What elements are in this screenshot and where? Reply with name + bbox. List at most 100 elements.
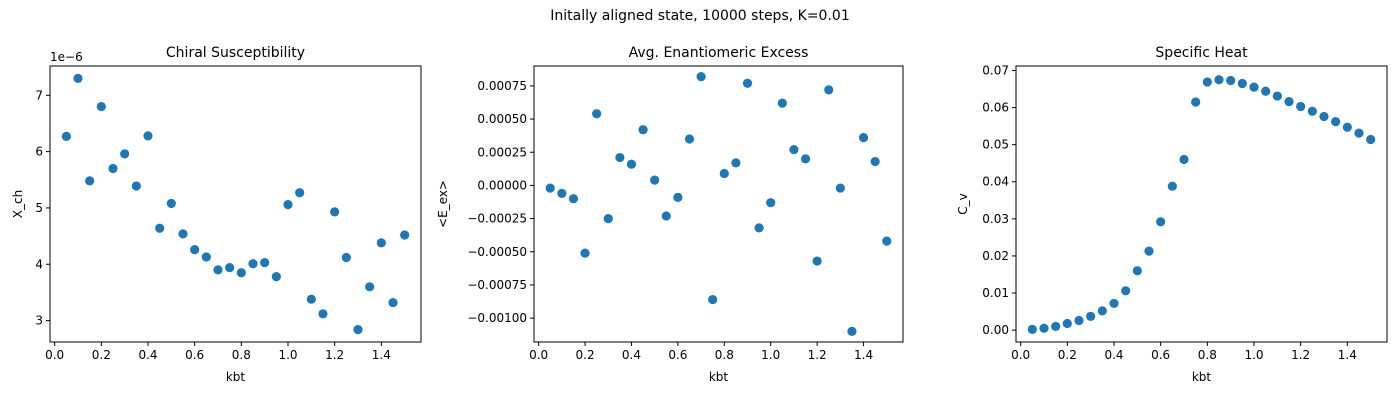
specific-heat-y-axis-label: C_v [956, 193, 970, 214]
enantiomeric-excess-data-point [545, 183, 555, 193]
specific-heat-data-point [1226, 75, 1236, 86]
enantiomeric-excess-x-tick-label: 0.4 [622, 348, 641, 362]
enantiomeric-excess-x-tick-label: 1.2 [808, 348, 827, 362]
enantiomeric-excess-data-point [696, 72, 706, 82]
chiral-susceptibility-title: Chiral Susceptibility [166, 45, 305, 61]
chiral-susceptibility-data-point [73, 73, 83, 83]
enantiomeric-excess-data-point [777, 98, 787, 108]
specific-heat-data-point [1086, 311, 1096, 322]
chiral-susceptibility-data-point [248, 259, 258, 269]
specific-heat-y-tick-label: 0.04 [982, 175, 1009, 189]
enantiomeric-excess-y-tick-label: 0.00075 [477, 79, 527, 93]
chiral-susceptibility-data-point [143, 131, 153, 141]
enantiomeric-excess-data-point [812, 256, 822, 266]
specific-heat-x-tick-label: 0.2 [1058, 348, 1077, 362]
specific-heat-data-point [1167, 181, 1177, 191]
chiral-susceptibility-data-point [190, 245, 200, 255]
enantiomeric-excess-y-tick-label: 0.00025 [477, 145, 527, 159]
chiral-susceptibility-y-axis-label: X_ch [11, 190, 25, 218]
chiral-susceptibility-data-point [155, 223, 165, 233]
chiral-susceptibility-data-point [131, 181, 141, 191]
specific-heat-data-point [1039, 323, 1049, 333]
enantiomeric-excess-x-tick-label: 0.8 [715, 348, 734, 362]
specific-heat-data-point [1272, 91, 1282, 101]
specific-heat-data-point [1051, 321, 1061, 332]
chiral-susceptibility-data-point [376, 238, 386, 248]
chiral-susceptibility-x-axis-label: kbt [226, 370, 246, 384]
enantiomeric-excess-data-point [684, 134, 695, 144]
enantiomeric-excess-data-point [870, 156, 880, 167]
chiral-susceptibility-offset-label: 1e−6 [50, 50, 83, 64]
chiral-susceptibility-data-point [236, 268, 246, 278]
specific-heat-y-tick-label: 0.07 [982, 63, 1009, 77]
enantiomeric-excess-data-point [592, 109, 602, 119]
specific-heat-y-tick-label: 0.01 [982, 286, 1009, 300]
enantiomeric-excess-y-tick-label: −0.00100 [467, 311, 527, 325]
enantiomeric-excess-data-point [673, 192, 683, 202]
chiral-susceptibility-data-point [85, 176, 95, 186]
chiral-susceptibility-y-tick-label: 3 [35, 314, 43, 328]
specific-heat-data-point [1062, 318, 1072, 329]
specific-heat-y-tick-label: 0.02 [982, 249, 1009, 263]
specific-heat-data-point [1202, 77, 1212, 87]
specific-heat-panel: Specific Heat 0.0 0.2 0.4 0.6 0.8 1.0 1.2 1.4 0.0… [956, 45, 1388, 384]
chiral-susceptibility-data-point [108, 163, 118, 174]
specific-heat-data-point [1156, 217, 1166, 227]
specific-heat-data-point [1027, 324, 1037, 334]
enantiomeric-excess-data-point [731, 158, 741, 168]
specific-heat-x-tick-label: 1.2 [1291, 348, 1310, 362]
chiral-susceptibility-y-tick-label: 6 [35, 145, 43, 159]
chiral-susceptibility-data-point [318, 309, 328, 319]
chiral-susceptibility-data-point [120, 149, 130, 159]
chiral-susceptibility-data-point [400, 230, 410, 240]
chiral-susceptibility-data-point [365, 282, 375, 292]
chiral-susceptibility-data-point [341, 252, 351, 263]
enantiomeric-excess-data-point [789, 144, 799, 155]
enantiomeric-excess-data-point [615, 152, 625, 163]
specific-heat-x-tick-label: 1.0 [1244, 348, 1263, 362]
enantiomeric-excess-panel: Avg. Enantiomeric Excess 0.0 0.2 0.4 0.6 0.8 1… [436, 45, 904, 384]
enantiomeric-excess-y-tick-label: 0.00000 [477, 178, 527, 192]
enantiomeric-excess-title: Avg. Enantiomeric Excess [629, 45, 809, 61]
specific-heat-data-point [1237, 78, 1247, 89]
enantiomeric-excess-x-axis-label: kbt [709, 370, 729, 384]
chiral-susceptibility-panel: Chiral Susceptibility 0.0 0.2 0.4 0.6 0.8 1.0 1… [11, 45, 422, 384]
chiral-susceptibility-data-point [306, 294, 316, 304]
specific-heat-axes-frame [1015, 65, 1388, 343]
enantiomeric-excess-data-point [580, 248, 590, 258]
enantiomeric-excess-axes-frame [533, 65, 904, 343]
specific-heat-data-point [1366, 134, 1376, 145]
enantiomeric-excess-data-point [650, 175, 660, 185]
chiral-susceptibility-data-point [201, 252, 211, 262]
specific-heat-data-point [1097, 306, 1107, 316]
specific-heat-x-tick-label: 0.4 [1104, 348, 1123, 362]
enantiomeric-excess-data-point [800, 154, 811, 164]
specific-heat-y-tick-label: 0.03 [982, 212, 1009, 226]
enantiomeric-excess-data-point [708, 294, 718, 305]
chiral-susceptibility-data-point [225, 263, 235, 273]
enantiomeric-excess-data-point [742, 78, 753, 88]
enantiomeric-excess-data-point [638, 125, 648, 135]
enantiomeric-excess-data-point [557, 188, 567, 198]
specific-heat-data-point [1121, 286, 1131, 296]
chiral-susceptibility-data-point [330, 207, 340, 217]
chiral-susceptibility-data-point [271, 272, 281, 282]
specific-heat-data-point [1132, 266, 1142, 276]
enantiomeric-excess-data-point [568, 194, 579, 204]
enantiomeric-excess-data-point [719, 168, 729, 179]
enantiomeric-excess-x-tick-label: 0.6 [668, 348, 687, 362]
chiral-susceptibility-axes-frame [49, 65, 422, 343]
chiral-susceptibility-data-point [283, 199, 293, 210]
chiral-susceptibility-data-point [166, 198, 176, 209]
chiral-susceptibility-data-point [178, 229, 188, 239]
chiral-susceptibility-x-tick-label: 1.4 [372, 348, 391, 362]
enantiomeric-excess-y-tick-label: −0.00025 [467, 212, 527, 226]
specific-heat-data-point [1191, 97, 1201, 107]
enantiomeric-excess-data-point [835, 183, 845, 193]
enantiomeric-excess-data-point [626, 159, 637, 169]
enantiomeric-excess-y-axis-label: <E_ex> [436, 180, 450, 228]
specific-heat-data-point [1249, 82, 1259, 92]
specific-heat-data-point [1331, 117, 1341, 127]
chiral-susceptibility-y-tick-label: 5 [35, 201, 43, 215]
